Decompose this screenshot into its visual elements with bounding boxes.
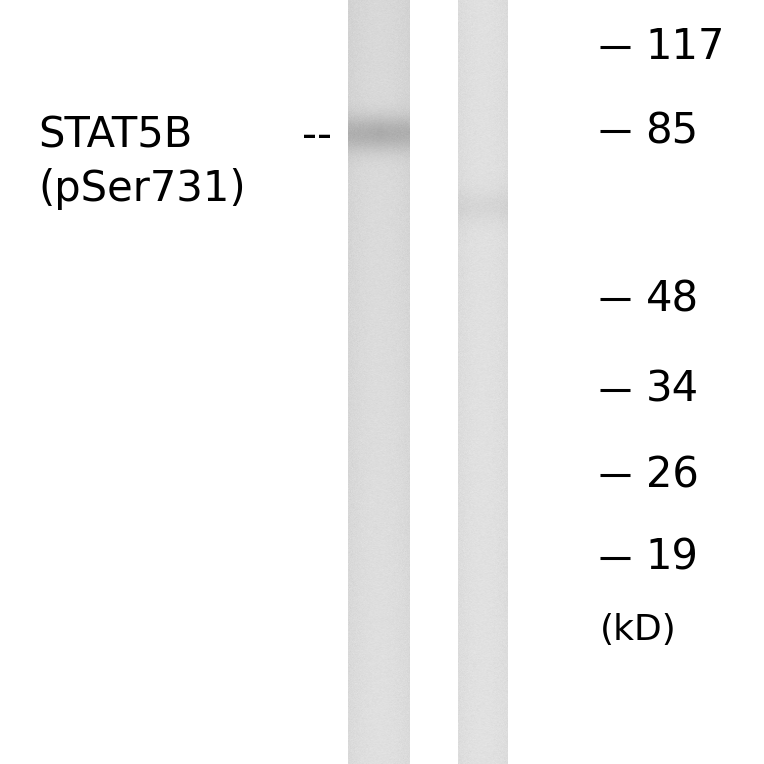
Text: (pSer731): (pSer731) <box>38 169 246 210</box>
Text: --: -- <box>302 115 332 157</box>
Text: 19: 19 <box>646 537 698 578</box>
Text: 48: 48 <box>646 279 699 320</box>
Text: STAT5B: STAT5B <box>38 115 193 157</box>
Text: (kD): (kD) <box>600 613 676 647</box>
Text: 34: 34 <box>646 369 699 410</box>
Text: 85: 85 <box>646 111 699 152</box>
Text: 117: 117 <box>646 27 725 68</box>
Text: 26: 26 <box>646 455 698 496</box>
